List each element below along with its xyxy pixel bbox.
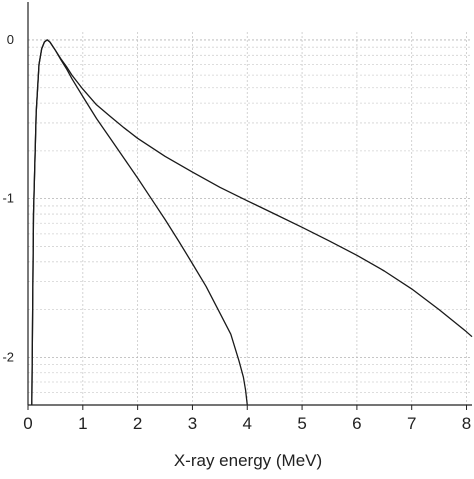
y-tick-label: -2 [2, 349, 14, 364]
x-tick-label: 1 [78, 414, 87, 433]
x-tick-label: 8 [462, 414, 471, 433]
series-line-1 [31, 39, 473, 406]
x-tick-label: 2 [133, 414, 142, 433]
grid [28, 32, 472, 405]
series-layer [31, 39, 473, 406]
y-tick-label: 0 [7, 32, 14, 47]
x-tick-label: 3 [188, 414, 197, 433]
y-tick-label: -1 [2, 191, 14, 206]
x-tick-label: 5 [297, 414, 306, 433]
x-tick-label: 7 [407, 414, 416, 433]
x-tick-label: 6 [352, 414, 361, 433]
x-tick-label: 4 [243, 414, 252, 433]
ticks: 0 1 2 3 4 5 6 7 8 0 -1 -2 [2, 32, 471, 433]
plot-frame [27, 2, 472, 406]
series-line-2 [31, 39, 248, 406]
x-axis-label: X-ray energy (MeV) [174, 451, 322, 470]
x-tick-label: 0 [23, 414, 32, 433]
